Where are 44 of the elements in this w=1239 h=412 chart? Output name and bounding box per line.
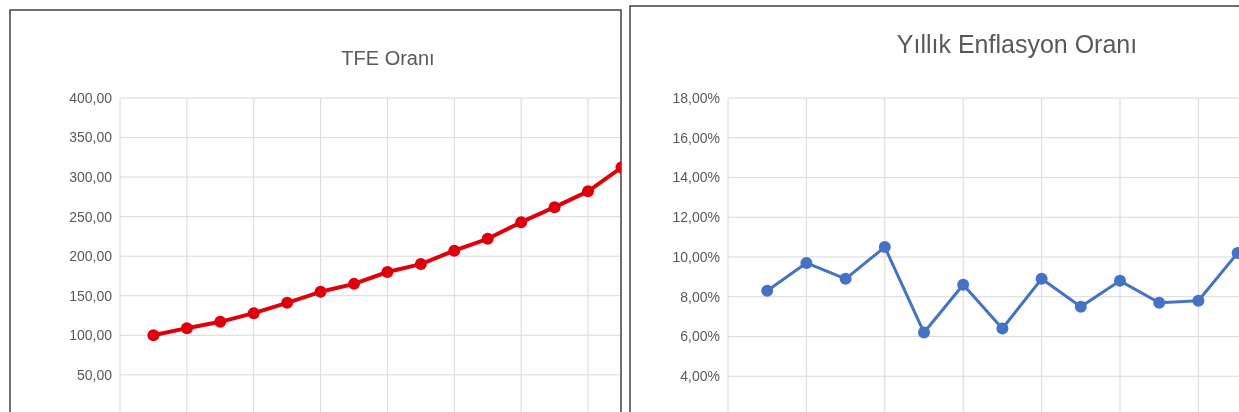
y-tick-label: 150,00	[69, 287, 113, 304]
y-tick-label: 12,00%	[672, 209, 720, 226]
chart-title: Yıllık Enflasyon Oranı	[896, 30, 1138, 58]
point	[878, 241, 891, 254]
y-tick-label: 100,00	[69, 327, 113, 344]
point	[996, 322, 1009, 335]
point	[1114, 274, 1126, 287]
point	[414, 258, 427, 271]
point	[281, 296, 294, 309]
point	[548, 201, 561, 214]
point	[800, 256, 813, 269]
point	[1035, 272, 1048, 285]
point	[314, 285, 327, 298]
y-tick-label: 200,00	[69, 248, 113, 265]
point	[957, 278, 970, 291]
point	[1074, 300, 1087, 313]
point	[515, 216, 528, 229]
y-tick-label: 400,00	[69, 89, 113, 106]
y-tick-label: 350,00	[69, 129, 113, 146]
y-tick-label: 250,00	[69, 208, 113, 225]
point	[481, 232, 494, 245]
y-tick-label: 300,00	[69, 168, 113, 185]
point	[448, 244, 461, 257]
point	[839, 272, 852, 285]
y-tick-label: 18,00%	[672, 89, 720, 106]
point	[214, 315, 227, 328]
y-tick-label: 6,00%	[680, 328, 720, 345]
y-tick-label: 4,00%	[680, 368, 720, 385]
point	[582, 185, 595, 198]
point	[348, 277, 361, 290]
point	[180, 322, 193, 335]
y-tick-label: 50,00	[76, 366, 113, 383]
y-tick-label: 10,00%	[672, 248, 720, 265]
y-tick-label: 8,00%	[680, 288, 720, 305]
point	[247, 307, 260, 320]
point	[1192, 294, 1205, 307]
point	[1153, 296, 1166, 309]
y-tick-label: 16,00%	[672, 129, 720, 146]
point	[381, 266, 394, 279]
chart-title: TFE Oranı	[341, 47, 435, 69]
point	[147, 329, 160, 342]
point	[918, 326, 930, 339]
point	[761, 284, 774, 297]
y-tick-label: 14,00%	[672, 169, 720, 186]
